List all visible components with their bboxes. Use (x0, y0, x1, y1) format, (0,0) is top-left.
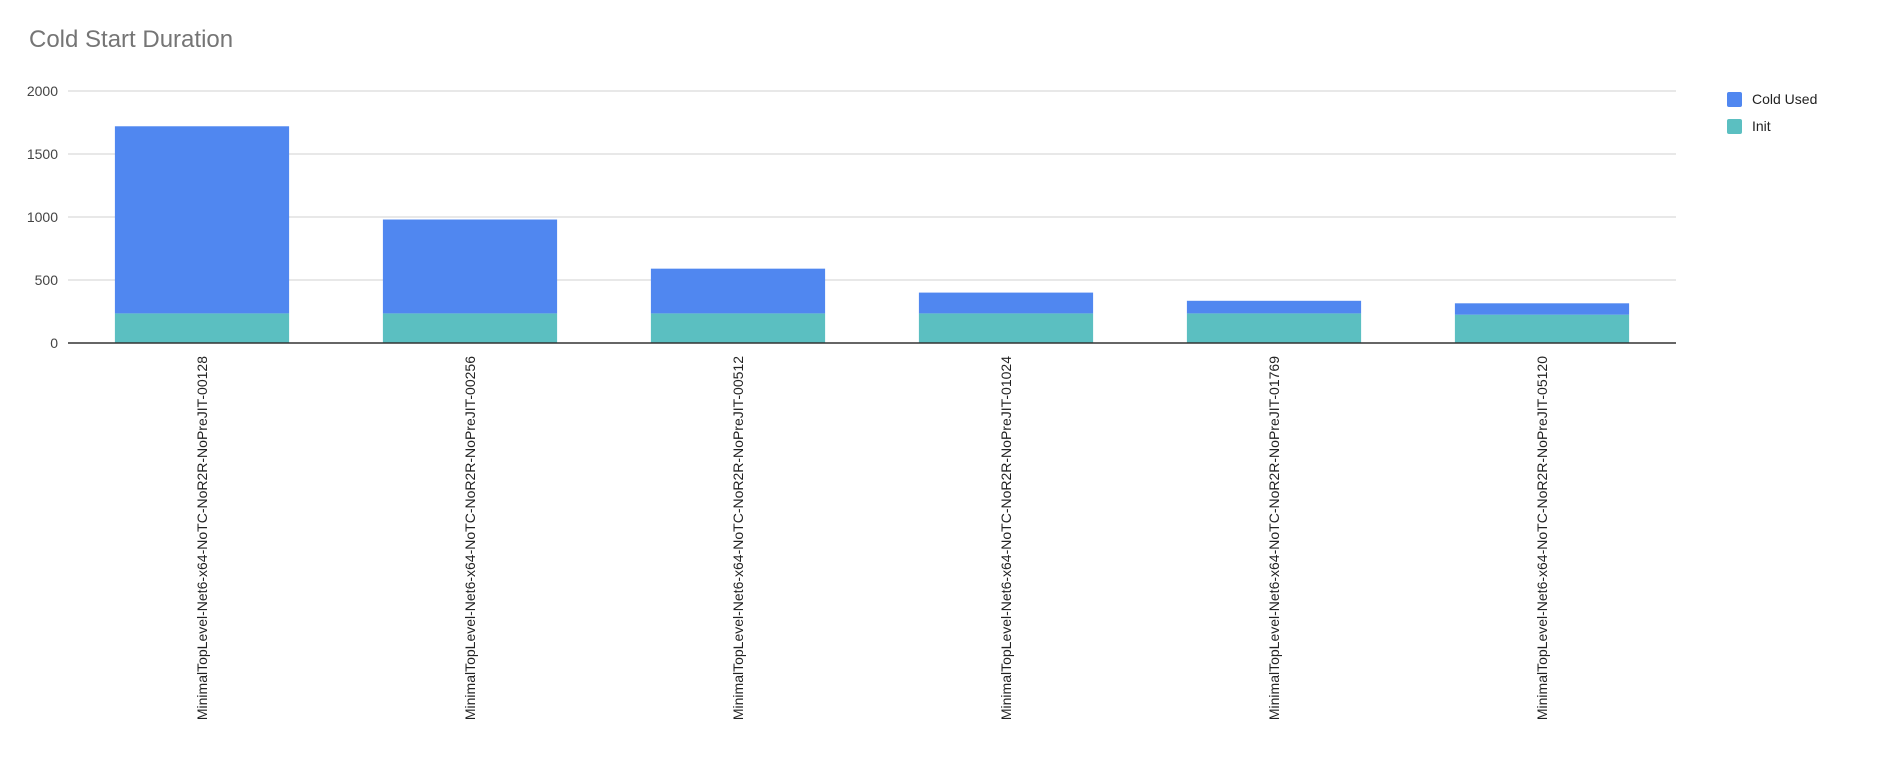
y-tick-label: 1000 (27, 209, 58, 225)
x-category-label: MinimalTopLevel-Net6-x64-NoTC-NoR2R-NoPr… (462, 356, 478, 720)
bar-init (382, 313, 558, 343)
bar-cold-used (382, 219, 558, 314)
bar-init (1186, 313, 1362, 343)
legend: Cold Used Init (1727, 91, 1817, 134)
legend-swatch (1727, 119, 1742, 134)
y-tick-label: 0 (50, 335, 58, 351)
bars (114, 126, 1630, 343)
legend-label: Init (1752, 118, 1771, 134)
bar-init (1454, 314, 1630, 343)
gridlines (68, 90, 1676, 281)
x-category-label: MinimalTopLevel-Net6-x64-NoTC-NoR2R-NoPr… (998, 356, 1014, 720)
y-tick-label: 500 (35, 272, 59, 288)
bar-init (650, 313, 826, 343)
legend-swatch (1727, 92, 1742, 107)
bar-cold-used (650, 268, 826, 314)
bar-cold-used (114, 126, 290, 314)
chart-title: Cold Start Duration (29, 26, 234, 53)
legend-label: Cold Used (1752, 91, 1817, 107)
x-axis-labels: MinimalTopLevel-Net6-x64-NoTC-NoR2R-NoPr… (194, 356, 1550, 720)
bar-init (114, 313, 290, 343)
bar-cold-used (1454, 303, 1630, 315)
x-category-label: MinimalTopLevel-Net6-x64-NoTC-NoR2R-NoPr… (1266, 356, 1282, 720)
x-category-label: MinimalTopLevel-Net6-x64-NoTC-NoR2R-NoPr… (194, 356, 210, 720)
y-axis-ticks: 0 500 1000 1500 2000 (27, 83, 58, 351)
x-category-label: MinimalTopLevel-Net6-x64-NoTC-NoR2R-NoPr… (730, 356, 746, 720)
bar-cold-used (1186, 300, 1362, 314)
bar-cold-used (918, 292, 1094, 314)
bar-init (918, 313, 1094, 343)
y-tick-label: 1500 (27, 146, 58, 162)
y-tick-label: 2000 (27, 83, 58, 99)
x-category-label: MinimalTopLevel-Net6-x64-NoTC-NoR2R-NoPr… (1534, 356, 1550, 720)
